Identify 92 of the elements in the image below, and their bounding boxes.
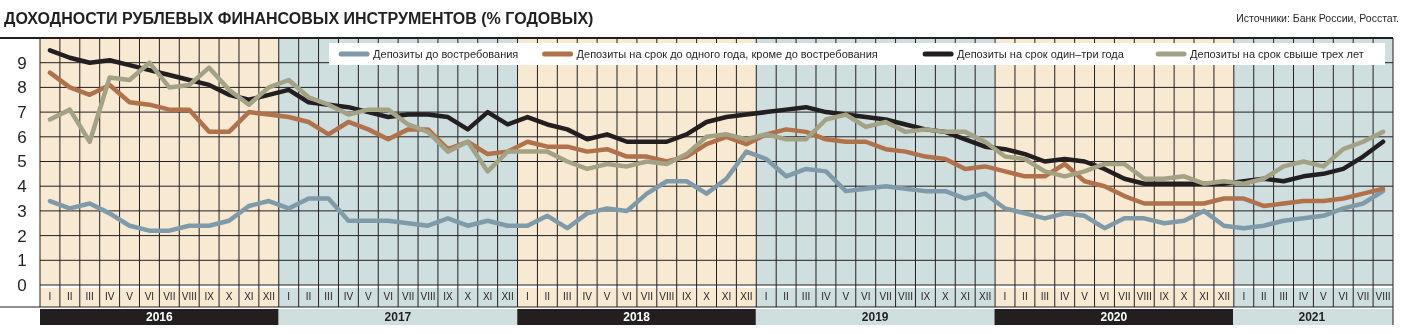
x-tick-label: IX — [443, 291, 453, 302]
x-tick-label: IV — [104, 291, 115, 302]
x-tick-label: XII — [978, 291, 992, 302]
y-tick-label: 4 — [17, 177, 27, 197]
x-tick-label: V — [1081, 291, 1089, 302]
text: Источники: Банк России, Росстат. — [1236, 12, 1399, 24]
y-tick-label: 5 — [17, 152, 27, 172]
x-tick-label: VIII — [181, 291, 197, 302]
x-tick-label: VIII — [1375, 291, 1391, 302]
x-tick-label: III — [801, 291, 811, 302]
x-tick-label: I — [764, 291, 768, 302]
x-tick-label: III — [324, 291, 333, 302]
x-tick-label: IV — [1059, 291, 1070, 302]
y-tick-label: 0 — [17, 275, 27, 295]
x-tick-label: V — [126, 291, 134, 302]
x-tick-label: IV — [343, 291, 354, 302]
x-tick-label: IX — [1159, 291, 1170, 302]
x-tick-label: III — [563, 291, 572, 302]
x-tick-label: X — [225, 291, 233, 302]
x-tick-label: V — [1320, 291, 1328, 302]
x-tick-label: VIII — [1136, 291, 1152, 302]
x-tick-label: X — [941, 291, 949, 302]
y-tick-label: 9 — [17, 53, 27, 73]
x2-tick-label: 2018 — [623, 310, 651, 324]
x-tick-label: VII — [1357, 291, 1370, 302]
x-tick-label: VII — [401, 291, 415, 302]
x-tick-label: X — [1180, 291, 1188, 302]
x-tick-label: XII — [501, 291, 514, 302]
x-tick-label: II — [67, 291, 73, 302]
legend-label: Депозиты до востребования — [373, 47, 519, 60]
x-tick-label: VIII — [898, 291, 914, 302]
x-tick-label: I — [1242, 291, 1246, 302]
line-series — [47, 149, 1386, 233]
x-tick-label: II — [783, 291, 789, 302]
x-tick-label: XII — [1217, 291, 1230, 302]
x-tick-label: IX — [204, 291, 215, 302]
x-tick-label: III — [1279, 291, 1288, 302]
x-tick-label: II — [305, 291, 312, 302]
x2-tick-label: 2021 — [1298, 310, 1326, 324]
x-tick-label: IV — [582, 291, 593, 302]
x-tick-label: XI — [960, 291, 970, 302]
x-tick-label: VI — [622, 291, 632, 302]
y-tick-label: 6 — [17, 127, 27, 147]
x2-tick-label: 2019 — [861, 310, 889, 324]
x-tick-label: V — [364, 291, 372, 302]
x-tick-label: VI — [144, 291, 155, 302]
x-tick-label: XII — [740, 291, 753, 302]
x-tick-label: IV — [1298, 291, 1309, 302]
x-tick-label: VII — [1118, 291, 1131, 302]
x-tick-label: II — [1260, 291, 1267, 302]
x-tick-label: IX — [681, 291, 692, 302]
x-tick-label: XI — [1199, 291, 1209, 302]
x-tick-label: VII — [640, 291, 653, 302]
x-tick-label: V — [603, 291, 611, 302]
x-tick-label: I — [526, 291, 529, 302]
x-tick-label: II — [1022, 291, 1028, 302]
x-tick-label: X — [464, 291, 472, 302]
x-tick-label: IV — [821, 291, 831, 302]
x-tick-label: VI — [861, 291, 871, 302]
legend-label: Депозиты на срок один–три года — [957, 47, 1125, 60]
line-series — [47, 70, 1386, 209]
x-tick-label: X — [703, 291, 711, 302]
x-tick-label: II — [544, 291, 551, 302]
x-tick-label: XII — [262, 291, 275, 302]
x-tick-label: VI — [1099, 291, 1110, 302]
x-tick-label: III — [85, 291, 94, 302]
x2-tick-label: 2017 — [384, 310, 412, 324]
x-tick-label: IX — [920, 291, 931, 302]
x2-tick-label: 2016 — [145, 310, 173, 324]
x-tick-label: V — [842, 291, 850, 302]
x-tick-label: VII — [879, 291, 892, 302]
x-tick-label: VII — [163, 291, 176, 302]
x-tick-label: I — [287, 291, 291, 302]
x-tick-label: III — [1040, 291, 1049, 302]
y-tick-label: 1 — [17, 251, 27, 271]
y-tick-label: 7 — [17, 103, 27, 123]
x-tick-label: VIII — [420, 291, 436, 302]
x-tick-label: I — [1003, 291, 1007, 302]
x-tick-label: VIII — [659, 291, 675, 302]
chart-title: ДОХОДНОСТИ РУБЛЕВЫХ ФИНАНСОВЫХ ИНСТРУМЕНТОВ (% ГОДОВЫХ) — [4, 10, 594, 27]
x-tick-label: XI — [244, 291, 254, 302]
x-tick-label: XI — [482, 291, 493, 302]
legend-label: Депозиты на срок до одного года, кроме до востребования — [576, 47, 878, 60]
y-tick-label: 2 — [17, 226, 27, 246]
legend-label: Депозиты на срок свыше трех лет — [1190, 47, 1364, 60]
x-tick-label: XI — [721, 291, 732, 302]
x-tick-label: VI — [383, 291, 393, 302]
y-tick-label: 3 — [17, 201, 27, 221]
x-tick-label: VI — [1338, 291, 1348, 302]
x2-tick-label: 2020 — [1100, 310, 1128, 324]
y-tick-label: 8 — [17, 78, 27, 98]
x-tick-label: I — [48, 291, 52, 302]
